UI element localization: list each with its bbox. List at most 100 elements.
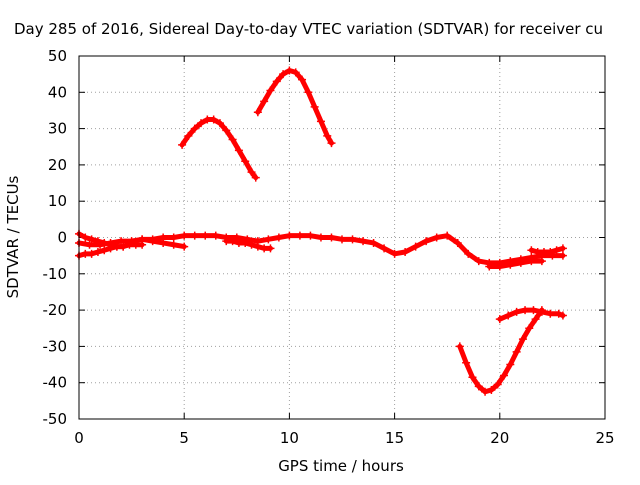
series-arc-8 — [178, 115, 260, 182]
data-point — [159, 238, 168, 247]
data-point — [323, 131, 332, 140]
data-point — [87, 235, 96, 244]
data-point — [298, 75, 307, 84]
y-tick-label: -30 — [43, 337, 68, 355]
data-point — [266, 86, 275, 95]
data-point — [516, 258, 525, 267]
data-point — [119, 242, 128, 251]
data-point — [211, 231, 220, 240]
y-tick-label: -20 — [43, 301, 68, 319]
data-point — [316, 117, 325, 126]
data-point — [504, 311, 513, 320]
data-point — [184, 131, 193, 140]
data-point — [264, 235, 273, 244]
data-point — [93, 248, 102, 257]
x-tick-label: 0 — [74, 429, 84, 447]
data-point — [411, 242, 420, 251]
data-point — [180, 242, 189, 251]
data-point — [100, 238, 109, 247]
x-tick-label: 15 — [385, 429, 404, 447]
data-point — [554, 309, 563, 318]
data-point — [291, 68, 300, 77]
data-point — [327, 139, 336, 148]
data-point — [222, 126, 231, 135]
data-point — [464, 249, 473, 258]
data-point — [327, 233, 336, 242]
data-point — [148, 237, 157, 246]
series-arc-6 — [485, 257, 546, 271]
x-tick-label: 20 — [490, 429, 509, 447]
data-point — [455, 342, 464, 351]
data-point — [462, 358, 471, 367]
data-point — [527, 246, 536, 255]
data-point — [251, 173, 260, 182]
data-point — [117, 237, 126, 246]
data-point — [474, 382, 483, 391]
data-point — [493, 380, 502, 389]
data-point — [518, 335, 527, 344]
data-point — [422, 237, 431, 246]
y-axis-label: SDTVAR / TECUs — [4, 175, 22, 298]
data-point — [512, 347, 521, 356]
grid-layer — [79, 56, 605, 419]
data-point — [495, 262, 504, 271]
data-point — [81, 233, 90, 242]
data-point — [316, 233, 325, 242]
y-tick-label: 30 — [48, 120, 67, 138]
data-point — [500, 371, 509, 380]
series-trace — [255, 68, 334, 146]
data-point — [558, 244, 567, 253]
data-point — [138, 235, 147, 244]
data-point — [552, 246, 561, 255]
data-point — [272, 77, 281, 86]
data-point — [306, 231, 315, 240]
data-point — [558, 311, 567, 320]
data-point — [390, 249, 399, 258]
data-point — [279, 70, 288, 79]
data-point — [443, 231, 452, 240]
series-arc-11 — [495, 306, 567, 324]
data-point — [85, 240, 94, 249]
data-point — [295, 231, 304, 240]
data-point — [485, 262, 494, 271]
data-point — [304, 88, 313, 97]
data-point — [432, 233, 441, 242]
data-point — [348, 235, 357, 244]
y-tick-label: 10 — [48, 192, 67, 210]
y-tick-label: 50 — [48, 47, 67, 65]
y-tick-label: 20 — [48, 156, 67, 174]
data-point — [546, 248, 555, 257]
data-point — [359, 237, 368, 246]
x-tick-label: 5 — [179, 429, 189, 447]
data-point — [234, 146, 243, 155]
data-point — [468, 373, 477, 382]
data-point — [285, 66, 294, 75]
series-arc-5 — [222, 237, 275, 253]
data-point — [169, 240, 178, 249]
data-point — [253, 108, 262, 117]
data-point — [380, 244, 389, 253]
y-tick-label: 40 — [48, 83, 67, 101]
data-point — [201, 231, 210, 240]
data-point — [260, 97, 269, 106]
data-point — [546, 309, 555, 318]
series-trace — [457, 307, 545, 395]
x-tick-label: 10 — [280, 429, 299, 447]
data-point — [190, 231, 199, 240]
x-axis-label: GPS time / hours — [278, 457, 404, 475]
data-point — [215, 119, 224, 128]
data-point — [506, 360, 515, 369]
data-point — [558, 251, 567, 260]
y-tick-label: -10 — [43, 265, 68, 283]
data-point — [527, 257, 536, 266]
data-point — [266, 244, 275, 253]
data-point — [537, 257, 546, 266]
data-point — [474, 257, 483, 266]
data-point — [285, 231, 294, 240]
data-point — [209, 115, 218, 124]
data-point — [525, 324, 534, 333]
data-point — [247, 168, 256, 177]
data-point — [401, 248, 410, 257]
data-point — [531, 315, 540, 324]
data-point — [241, 238, 250, 247]
